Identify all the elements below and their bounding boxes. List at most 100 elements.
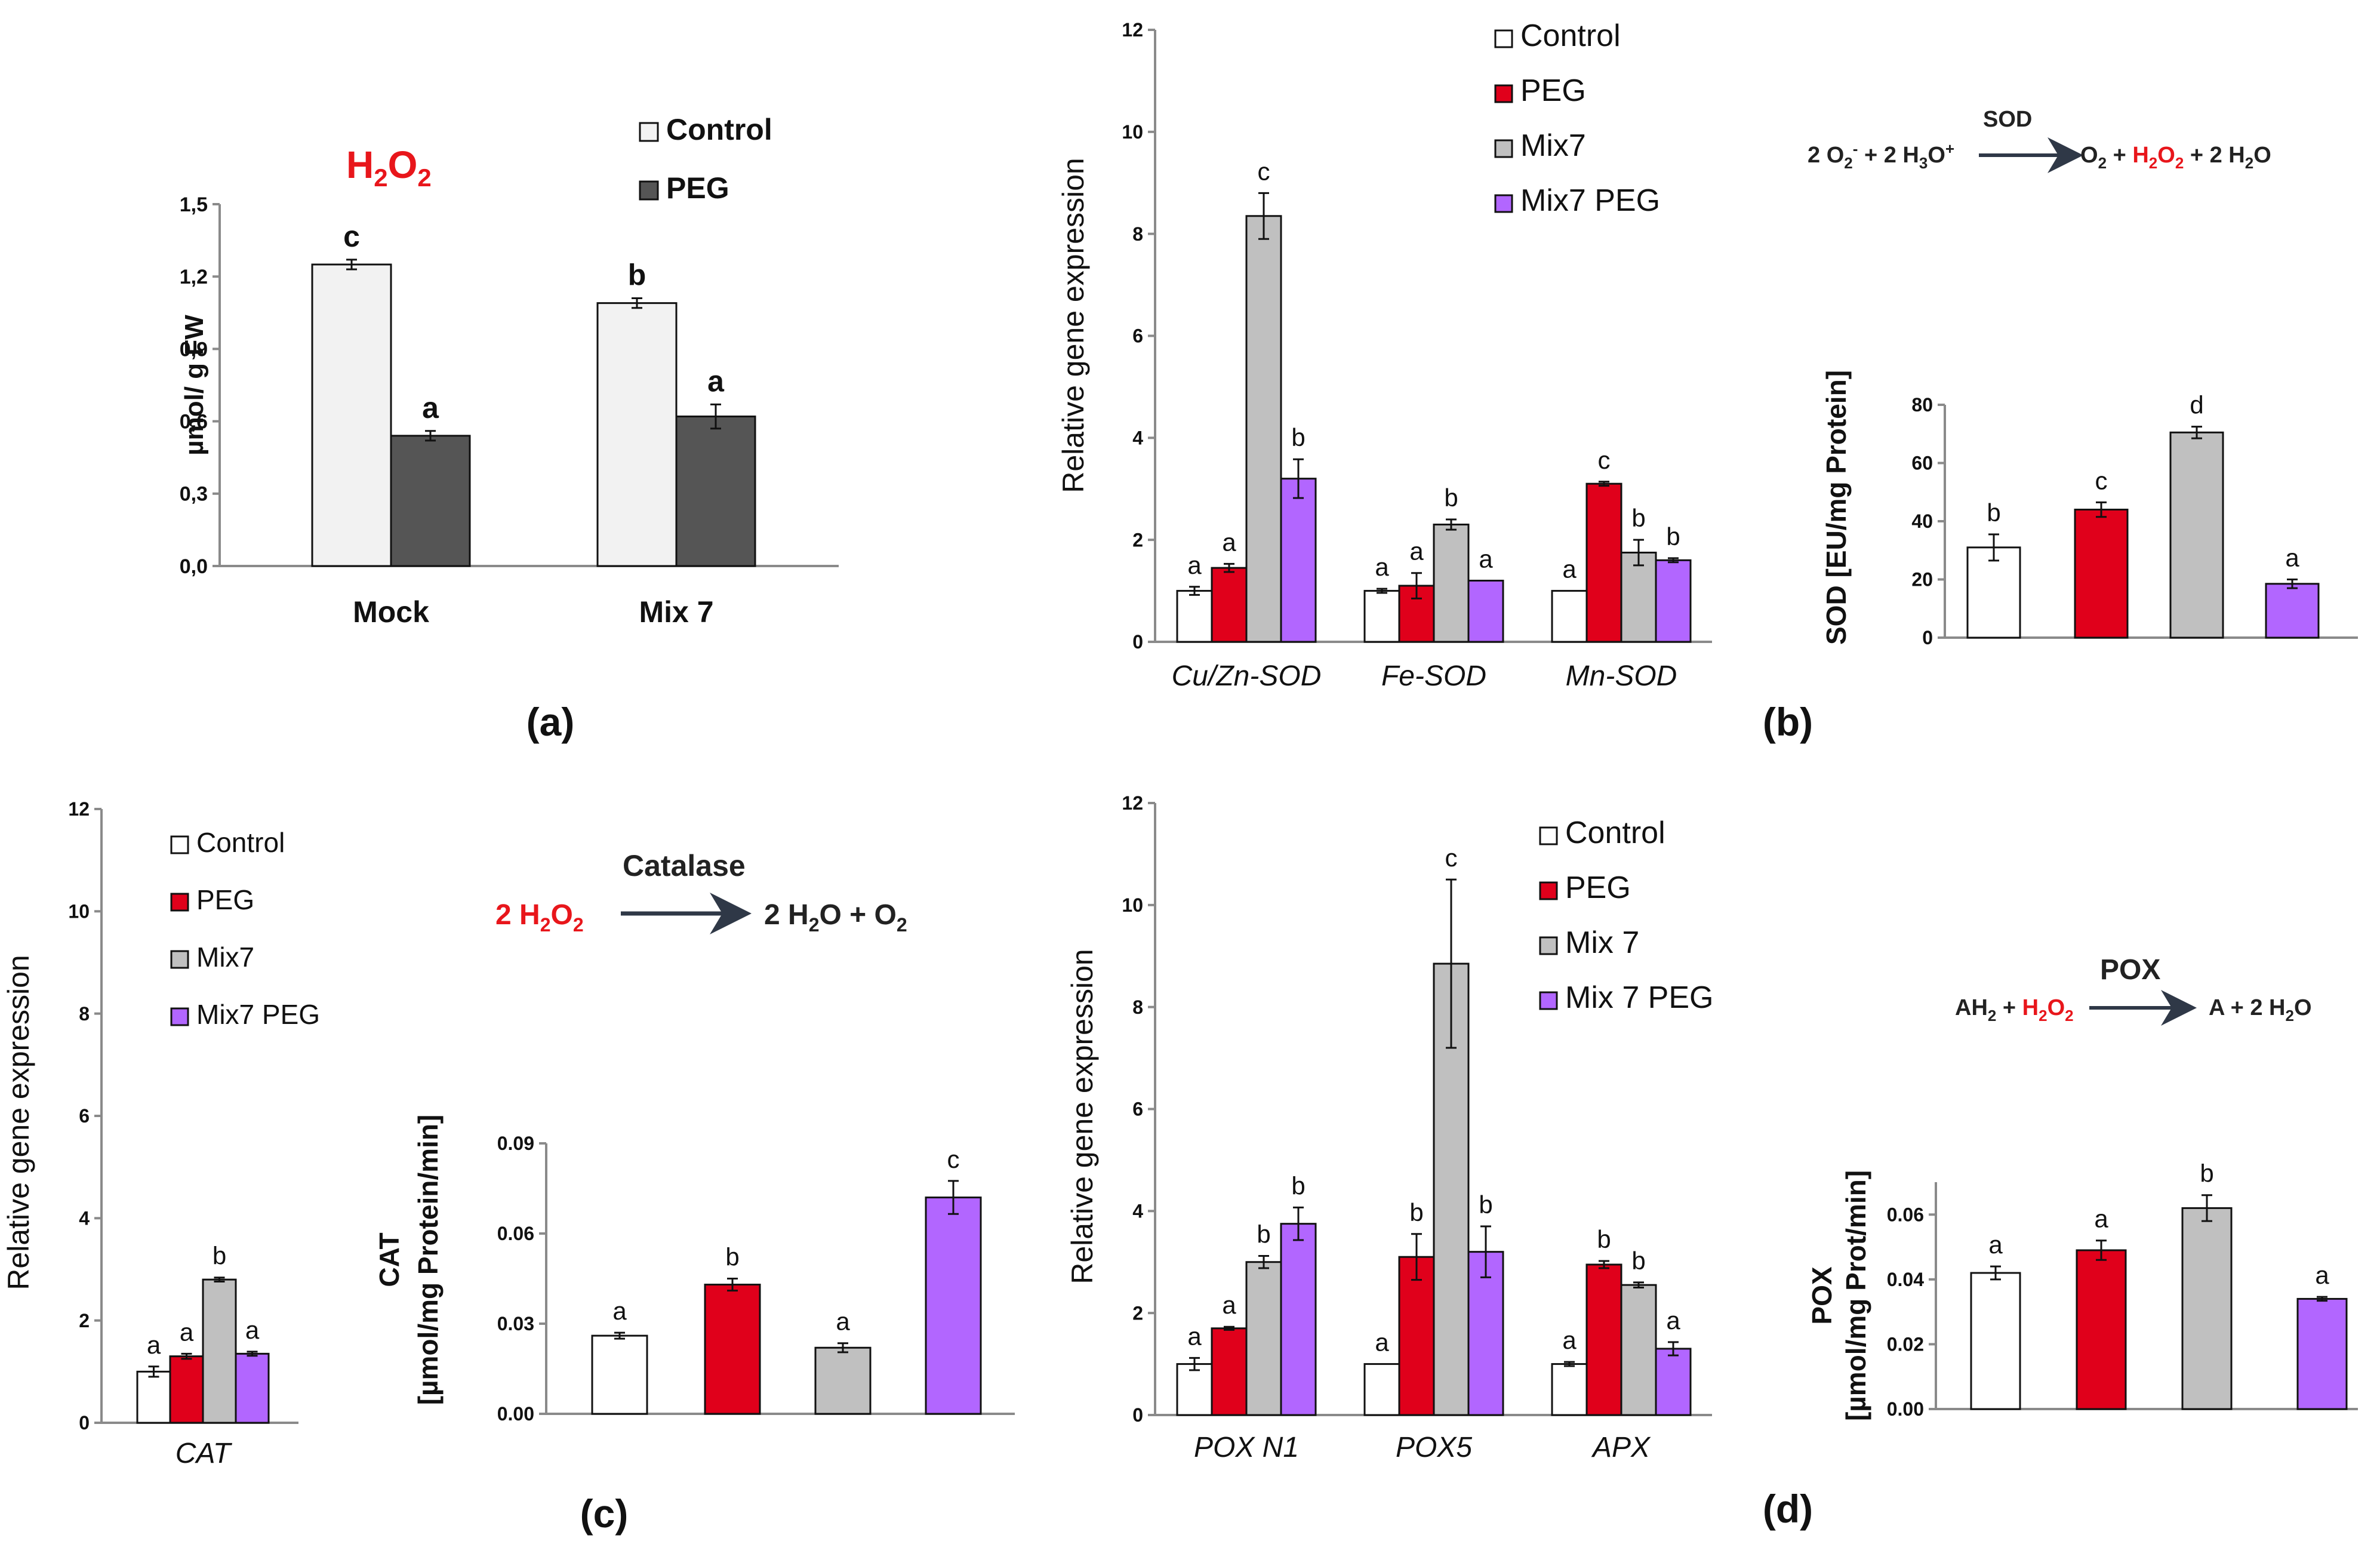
y-axis-label: SOD [EU/mg Protein] (1821, 370, 1852, 645)
y-tick-label: 0.00 (497, 1403, 534, 1425)
legend-label-mix7-peg: Mix7 PEG (196, 999, 320, 1030)
legend-label-mix7: Mix7 (196, 942, 254, 973)
y-tick-label: 0.02 (1887, 1334, 1924, 1355)
bar-control (1970, 1272, 2021, 1410)
chart-pox-activity: 0.00 0.02 0.04 0.06 POX [µmol/mg Prot/min] a a b… (1806, 1159, 2358, 1421)
bar-apx-mix-7 (1620, 1284, 1657, 1416)
significance-letter: b (1409, 1198, 1423, 1226)
legend-label-control: Control (196, 827, 285, 858)
y-tick-label: 8 (1132, 223, 1143, 245)
bar-mix-7-peg (675, 416, 756, 567)
significance-letter: a (2315, 1261, 2329, 1289)
bar-peg (704, 1284, 761, 1415)
significance-letter: b (1257, 1220, 1270, 1248)
y-tick-label: 6 (1132, 1099, 1143, 1120)
legend-swatch-control (170, 835, 189, 854)
significance-letter: b (1987, 499, 2000, 527)
bar-fe-sod-control (1363, 590, 1400, 643)
y-tick-label: 60 (1911, 453, 1933, 474)
y-tick-label: 4 (1132, 1201, 1143, 1222)
y-tick-label: 0.03 (497, 1313, 534, 1334)
y-tick-label: 1,5 (180, 193, 208, 216)
y-tick-label: 2 (1132, 1302, 1143, 1324)
y-axis-label: POX (1806, 1266, 1837, 1324)
panel-label-b: (b) (1763, 700, 1813, 744)
pox-enzyme-label: POX (2100, 954, 2160, 986)
legend-swatch-peg (170, 893, 189, 912)
pox-reaction: POX AH2 + H2O2 A + 2 H2O (1955, 954, 2312, 1026)
legend-label-peg: PEG (666, 171, 729, 205)
bar-cat-peg (169, 1355, 204, 1424)
svg-text:2 H2O2: 2 H2O2 (495, 899, 584, 936)
y-tick-label: 0,6 (180, 411, 208, 433)
significance-letter: a (1988, 1231, 2003, 1259)
panel-label-a: (a) (527, 700, 575, 744)
y-tick-label: 2 (1132, 529, 1143, 550)
category-label: Fe-SOD (1381, 660, 1486, 692)
bar-cat-control (136, 1370, 171, 1424)
bar-mix7 (2169, 431, 2224, 639)
bar-mn-sod-control (1551, 590, 1588, 643)
y-tick-label: 10 (68, 901, 90, 922)
y-axis-label: Relative gene expression (1057, 158, 1090, 493)
significance-letter: d (2190, 391, 2203, 419)
y-tick-label: 0.06 (497, 1223, 534, 1244)
svg-text:A + 2 H2O: A + 2 H2O (2209, 995, 2312, 1025)
significance-letter: c (1258, 157, 1270, 185)
y-tick-label: 0 (79, 1412, 90, 1434)
bar-mix7-peg (2296, 1297, 2348, 1410)
bar-mix7 (814, 1346, 872, 1415)
category-label: POX N1 (1194, 1432, 1299, 1463)
significance-letter: b (1597, 1225, 1611, 1253)
significance-letter: c (1598, 446, 1611, 474)
y-axis-label: Relative gene expression (1066, 949, 1099, 1284)
y-tick-label: 0 (1132, 631, 1143, 653)
svg-text:2 O2- + 2 H3O+: 2 O2- + 2 H3O+ (1808, 140, 1954, 172)
bar-apx-control (1551, 1363, 1588, 1416)
significance-letter: a (2094, 1205, 2108, 1233)
y-tick-label: 6 (1132, 325, 1143, 347)
significance-letter: b (1444, 484, 1458, 512)
legend-label-peg: PEG (1565, 871, 1631, 905)
legend-label-control: Control (666, 113, 772, 146)
y-tick-label: 1,2 (180, 266, 208, 288)
y-tick-label: 0.06 (1887, 1204, 1924, 1225)
legend-swatch-mix-7 (1539, 936, 1558, 955)
category-label: POX5 (1396, 1432, 1472, 1463)
y-tick-label: 0,3 (180, 483, 208, 506)
y-tick-label: 2 (79, 1310, 90, 1331)
significance-letter: b (2200, 1159, 2213, 1188)
bar-mix7 (2181, 1207, 2233, 1410)
y-tick-label: 0,9 (180, 338, 208, 361)
category-label: CAT (176, 1438, 233, 1469)
chart-h2o2-content: 0,0 0,3 0,6 0,9 1,2 1,5 µmol/ g FW c a Mock b a Mix … (180, 113, 839, 629)
y-tick-label: 0.04 (1887, 1269, 1924, 1290)
legend-label-mix7-peg: Mix7 PEG (1520, 183, 1660, 218)
y-tick-label: 12 (68, 798, 90, 820)
y-tick-label: 40 (1911, 510, 1933, 532)
significance-letter: a (422, 391, 439, 425)
bar-peg (2076, 1249, 2127, 1410)
significance-letter: a (1187, 551, 1202, 579)
y-tick-label: 12 (1122, 19, 1143, 41)
significance-letter: b (1666, 522, 1680, 550)
significance-letter: a (1222, 1291, 1236, 1319)
bar-cu-zn-sod-mix7 (1245, 215, 1282, 643)
panel-label-d: (d) (1763, 1487, 1813, 1531)
legend-swatch-peg (1494, 84, 1513, 103)
significance-letter: b (1291, 423, 1305, 451)
chart-cat-activity: 0.00 0.03 0.06 0.09 CAT [µmol/mg Protein/min]… (374, 1115, 1015, 1425)
bar-cu-zn-sod-mix7-peg (1280, 478, 1317, 643)
y-tick-label: 0 (1132, 1404, 1143, 1426)
significance-letter: a (1409, 537, 1424, 565)
y-tick-label: 10 (1122, 894, 1143, 916)
significance-letter: c (2095, 466, 2108, 494)
y-tick-label: 12 (1122, 792, 1143, 814)
significance-letter: b (725, 1243, 739, 1271)
bar-mix7-peg (925, 1196, 982, 1415)
bar-mock-control (311, 263, 392, 567)
significance-letter: a (1375, 553, 1389, 581)
